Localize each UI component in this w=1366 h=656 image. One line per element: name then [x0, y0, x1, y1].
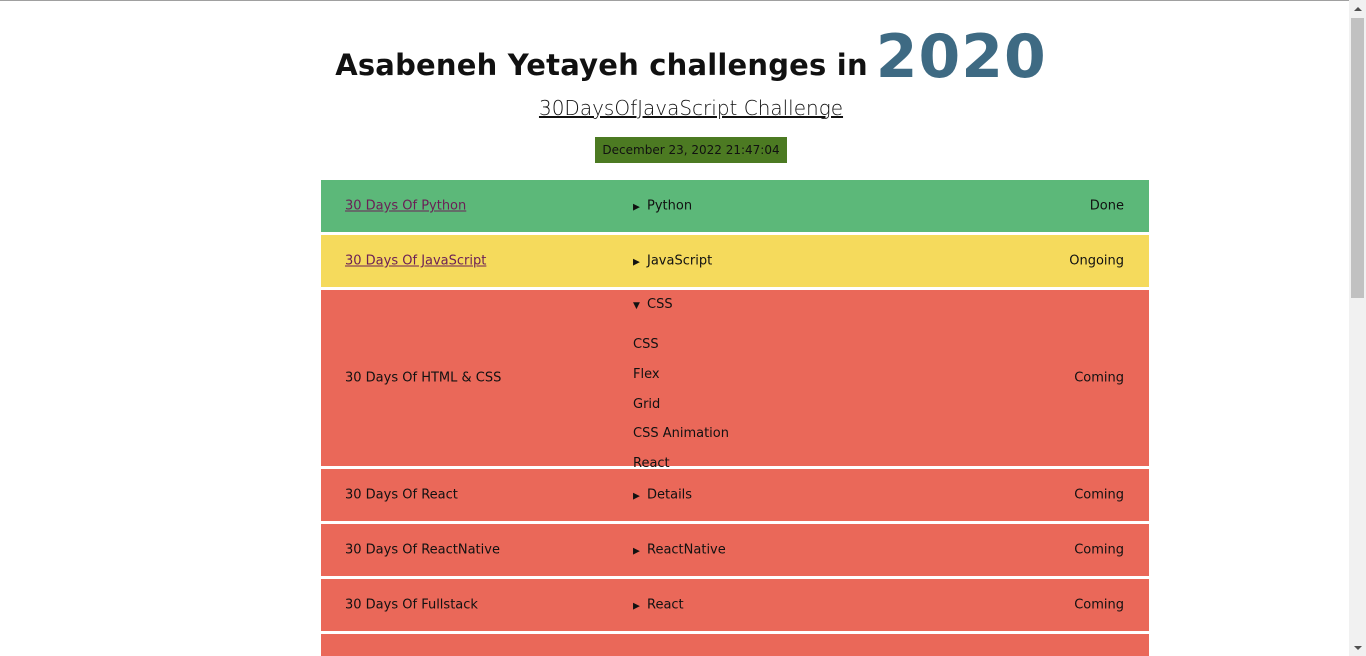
topic-item: React: [633, 456, 670, 472]
subtitle-link[interactable]: 30DaysOfJavaScript Challenge: [538, 96, 844, 120]
status-label: Coming: [1074, 597, 1124, 613]
challenge-name: 30 Days Of ReactNative: [345, 542, 500, 558]
datetime-badge: December 23, 2022 21:47:04: [595, 137, 787, 163]
challenge-link[interactable]: 30 Days Of JavaScript: [345, 253, 487, 269]
subtitle: 30DaysOfJavaScript Challenge: [0, 96, 1366, 120]
triangle-right-icon: ▶: [633, 546, 640, 557]
challenge-row: 30 Days Of JavaScript ▶ JavaScript Ongoin…: [321, 235, 1149, 287]
triangle-right-icon: ▶: [633, 257, 640, 268]
topic-item: Grid: [633, 396, 661, 412]
title-year: 2020: [875, 22, 1047, 92]
challenge-details[interactable]: ▶ JavaScript: [633, 254, 712, 269]
challenge-row: 30 Days Of Python ▶ Python Done: [321, 180, 1149, 232]
page-title: Asabeneh Yetayeh challenges in 2020: [0, 22, 1366, 92]
challenge-row: 30 Days Of Fullstack ▶ React Coming: [321, 579, 1149, 631]
window-top-border: [0, 0, 1366, 1]
triangle-right-icon: ▶: [633, 202, 640, 213]
challenge-row: 30 Days Of HTML & CSS ▼ CSS CSS Flex Grid…: [321, 290, 1149, 471]
challenge-details-open[interactable]: ▼ CSS CSS Flex Grid CSS Animation React: [633, 290, 729, 479]
details-summary: JavaScript: [647, 253, 713, 269]
challenge-row: 30 Days Of React ▶ Details Coming: [321, 469, 1149, 521]
triangle-right-icon: ▶: [633, 601, 640, 612]
topic-item: CSS Animation: [633, 426, 729, 442]
details-summary: ReactNative: [647, 542, 726, 558]
triangle-down-icon: ▼: [633, 301, 640, 311]
challenge-name: 30 Days Of HTML & CSS: [345, 370, 502, 386]
challenge-details[interactable]: ▶ Details: [633, 488, 692, 503]
challenge-name: 30 Days Of Fullstack: [345, 597, 478, 613]
details-summary-row[interactable]: ▼ CSS: [633, 298, 729, 313]
details-summary: Details: [647, 487, 693, 503]
challenge-details[interactable]: ▶ React: [633, 598, 684, 613]
scroll-down-icon[interactable]: [1349, 639, 1366, 656]
details-summary: CSS: [647, 297, 673, 312]
scroll-up-icon[interactable]: [1349, 0, 1366, 17]
triangle-right-icon: ▶: [633, 491, 640, 502]
challenge-details[interactable]: ▶ ReactNative: [633, 543, 726, 558]
vertical-scrollbar[interactable]: [1349, 0, 1366, 656]
scrollbar-thumb[interactable]: [1351, 18, 1364, 298]
challenge-name: 30 Days Of React: [345, 487, 458, 503]
status-label: Ongoing: [1069, 253, 1124, 269]
challenge-name: 30 Days Of JavaScript: [345, 254, 486, 269]
topic-item: CSS: [633, 337, 659, 352]
details-summary: React: [647, 597, 684, 613]
challenge-row-partial: [321, 634, 1149, 656]
details-summary: Python: [647, 198, 693, 214]
status-label: Coming: [1074, 370, 1124, 386]
challenge-details[interactable]: ▶ Python: [633, 199, 692, 214]
status-label: Done: [1089, 198, 1124, 214]
topic-item: Flex: [633, 366, 660, 382]
challenge-link[interactable]: 30 Days Of Python: [345, 198, 467, 214]
challenge-name: 30 Days Of Python: [345, 199, 466, 214]
status-label: Coming: [1074, 542, 1124, 558]
challenge-row: 30 Days Of ReactNative ▶ ReactNative Comi…: [321, 524, 1149, 576]
title-text: Asabeneh Yetayeh challenges in: [335, 48, 868, 82]
status-label: Coming: [1074, 487, 1124, 503]
challenge-list: 30 Days Of Python ▶ Python Done 30 Days O…: [321, 180, 1149, 656]
